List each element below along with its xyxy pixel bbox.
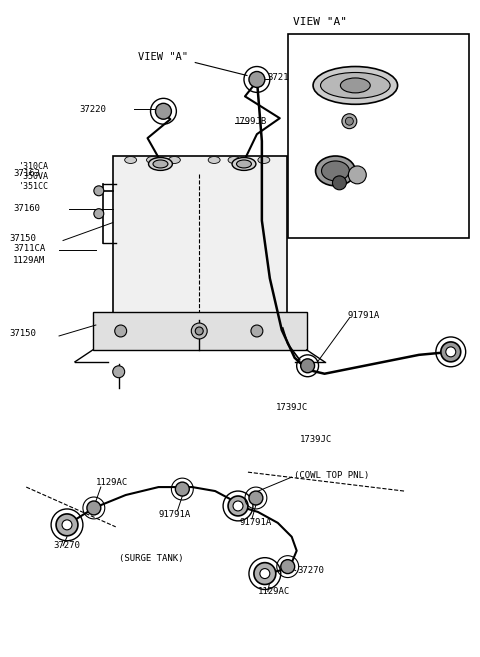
Text: (SURGE TANK): (SURGE TANK) <box>119 554 183 563</box>
Circle shape <box>56 514 78 536</box>
Circle shape <box>333 176 347 190</box>
Ellipse shape <box>125 156 137 164</box>
Text: 1799JB: 1799JB <box>235 117 267 125</box>
Circle shape <box>195 327 203 335</box>
Circle shape <box>249 72 265 87</box>
Circle shape <box>62 520 72 530</box>
Ellipse shape <box>153 160 168 168</box>
Ellipse shape <box>321 72 390 99</box>
Ellipse shape <box>342 114 357 129</box>
Circle shape <box>156 103 171 119</box>
Circle shape <box>348 166 366 184</box>
Ellipse shape <box>232 158 256 170</box>
Ellipse shape <box>346 117 353 125</box>
Text: VIEW "A": VIEW "A" <box>138 52 189 62</box>
Text: 1129AC: 1129AC <box>258 587 290 596</box>
Text: 37270: 37270 <box>298 566 324 575</box>
Text: 91791A: 91791A <box>240 518 272 528</box>
Ellipse shape <box>258 156 270 164</box>
Ellipse shape <box>322 161 349 181</box>
Ellipse shape <box>228 156 240 164</box>
Circle shape <box>115 325 127 337</box>
Text: 37220: 37220 <box>79 104 106 114</box>
Circle shape <box>251 325 263 337</box>
Circle shape <box>228 496 248 516</box>
Text: 37150: 37150 <box>9 234 36 243</box>
Ellipse shape <box>237 160 252 168</box>
Text: 37255: 37255 <box>339 51 369 60</box>
Circle shape <box>249 491 263 505</box>
Ellipse shape <box>146 156 158 164</box>
Text: 3711CA: 3711CA <box>13 244 46 253</box>
Text: 1327AC: 1327AC <box>367 125 399 133</box>
Circle shape <box>175 482 189 496</box>
Text: 1739JC: 1739JC <box>300 435 332 444</box>
Text: 37250A: 37250A <box>300 206 332 215</box>
Circle shape <box>192 323 207 339</box>
Text: 37160: 37160 <box>13 204 40 214</box>
Text: '310CA: '310CA <box>19 162 49 171</box>
Ellipse shape <box>313 66 397 104</box>
Text: (COWL TOP PNL): (COWL TOP PNL) <box>294 470 369 480</box>
Ellipse shape <box>168 156 180 164</box>
Text: 1739JC: 1739JC <box>276 403 308 412</box>
Circle shape <box>281 560 295 574</box>
Text: 37163: 37163 <box>13 170 40 179</box>
Bar <box>288 34 468 238</box>
Circle shape <box>260 568 270 579</box>
Text: 91791A: 91791A <box>348 311 380 319</box>
Text: 1129AC: 1129AC <box>96 478 128 487</box>
Text: 37150: 37150 <box>9 329 36 338</box>
Ellipse shape <box>315 156 355 186</box>
Bar <box>113 156 287 320</box>
Circle shape <box>446 347 456 357</box>
Text: 1339CD: 1339CD <box>367 113 399 122</box>
Ellipse shape <box>208 156 220 164</box>
Ellipse shape <box>340 78 370 93</box>
Circle shape <box>300 359 314 373</box>
Text: 1129AM: 1129AM <box>13 256 46 265</box>
Ellipse shape <box>148 158 172 170</box>
Circle shape <box>254 562 276 585</box>
Text: VIEW "A": VIEW "A" <box>293 17 347 27</box>
Text: 91791A: 91791A <box>158 510 191 520</box>
Circle shape <box>94 209 104 219</box>
Circle shape <box>94 186 104 196</box>
Text: 37210A: 37210A <box>369 164 401 173</box>
Circle shape <box>87 501 101 515</box>
Circle shape <box>113 366 125 378</box>
Text: 37210A: 37210A <box>268 73 300 82</box>
Circle shape <box>233 501 243 511</box>
Circle shape <box>441 342 461 362</box>
Text: 37270: 37270 <box>53 541 80 550</box>
Text: '351CC: '351CC <box>19 183 49 191</box>
Bar <box>93 312 307 350</box>
Text: '350VA: '350VA <box>19 172 49 181</box>
